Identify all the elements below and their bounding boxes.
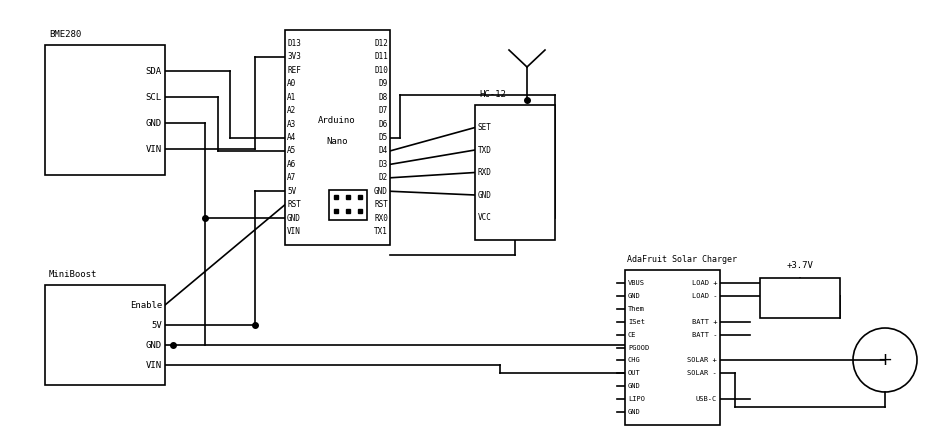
Text: GND: GND [146, 341, 162, 349]
Text: GND: GND [628, 293, 641, 299]
Text: VIN: VIN [287, 227, 301, 236]
Text: OUT: OUT [628, 370, 641, 376]
Text: GND: GND [628, 409, 641, 415]
Text: D10: D10 [374, 66, 388, 75]
Bar [625, 270, 720, 425]
Text: BME280: BME280 [49, 30, 81, 39]
Text: VIN: VIN [146, 360, 162, 370]
Text: RX0: RX0 [374, 214, 388, 223]
Text: PGOOD: PGOOD [628, 345, 650, 351]
Bar [475, 105, 555, 240]
Text: Enable: Enable [130, 301, 162, 309]
Text: CHG: CHG [628, 357, 641, 363]
Text: TX1: TX1 [374, 227, 388, 236]
Text: GND: GND [374, 187, 388, 196]
Text: D9: D9 [379, 79, 388, 88]
Text: 3V3: 3V3 [287, 52, 301, 61]
Text: LOAD +: LOAD + [692, 280, 717, 286]
Text: LIPO: LIPO [628, 396, 645, 402]
Text: +3.7V: +3.7V [787, 261, 813, 270]
Text: CE: CE [628, 332, 636, 337]
Text: D7: D7 [379, 106, 388, 115]
Text: SCL: SCL [146, 92, 162, 102]
Text: D4: D4 [379, 147, 388, 155]
Bar [329, 190, 368, 220]
Text: SOLAR +: SOLAR + [687, 357, 717, 363]
Text: SDA: SDA [146, 66, 162, 76]
Text: D3: D3 [379, 160, 388, 169]
Text: VCC: VCC [478, 213, 492, 222]
Text: A1: A1 [287, 93, 296, 102]
Text: BATT +: BATT + [692, 319, 717, 325]
Bar [45, 285, 165, 385]
Text: D13: D13 [287, 39, 301, 48]
Text: ISet: ISet [628, 319, 645, 325]
Text: D12: D12 [374, 39, 388, 48]
Text: SOLAR -: SOLAR - [687, 370, 717, 376]
Text: 5V: 5V [151, 320, 162, 330]
Text: Nano: Nano [326, 137, 348, 146]
Text: A5: A5 [287, 147, 296, 155]
Text: VIN: VIN [146, 144, 162, 154]
Text: A2: A2 [287, 106, 296, 115]
Text: D11: D11 [374, 52, 388, 61]
Text: RST: RST [287, 200, 301, 209]
Text: RXD: RXD [478, 168, 492, 177]
Text: USB-C: USB-C [696, 396, 717, 402]
Text: TXD: TXD [478, 146, 492, 154]
Text: A7: A7 [287, 173, 296, 182]
Text: A0: A0 [287, 79, 296, 88]
Text: GND: GND [628, 383, 641, 389]
Text: GND: GND [287, 214, 301, 223]
Text: RST: RST [374, 200, 388, 209]
Text: +: + [878, 351, 892, 369]
Text: VBUS: VBUS [628, 280, 645, 286]
Text: D2: D2 [379, 173, 388, 182]
Text: A6: A6 [287, 160, 296, 169]
Text: Them: Them [628, 306, 645, 312]
Text: HC-12: HC-12 [479, 90, 506, 99]
Bar [760, 278, 840, 318]
Text: A4: A4 [287, 133, 296, 142]
Text: Arduino: Arduino [318, 116, 356, 125]
Bar [285, 30, 390, 245]
Text: MiniBoost: MiniBoost [49, 270, 98, 279]
Text: A3: A3 [287, 120, 296, 128]
Text: D8: D8 [379, 93, 388, 102]
Text: GND: GND [478, 191, 492, 199]
Text: GND: GND [146, 118, 162, 128]
Text: SET: SET [478, 123, 492, 132]
Text: AdaFruit Solar Charger: AdaFruit Solar Charger [627, 255, 737, 264]
Text: LOAD -: LOAD - [692, 293, 717, 299]
Bar [45, 45, 165, 175]
Text: D6: D6 [379, 120, 388, 128]
Text: BATT -: BATT - [692, 332, 717, 337]
Text: D5: D5 [379, 133, 388, 142]
Text: 5V: 5V [287, 187, 296, 196]
Text: REF: REF [287, 66, 301, 75]
